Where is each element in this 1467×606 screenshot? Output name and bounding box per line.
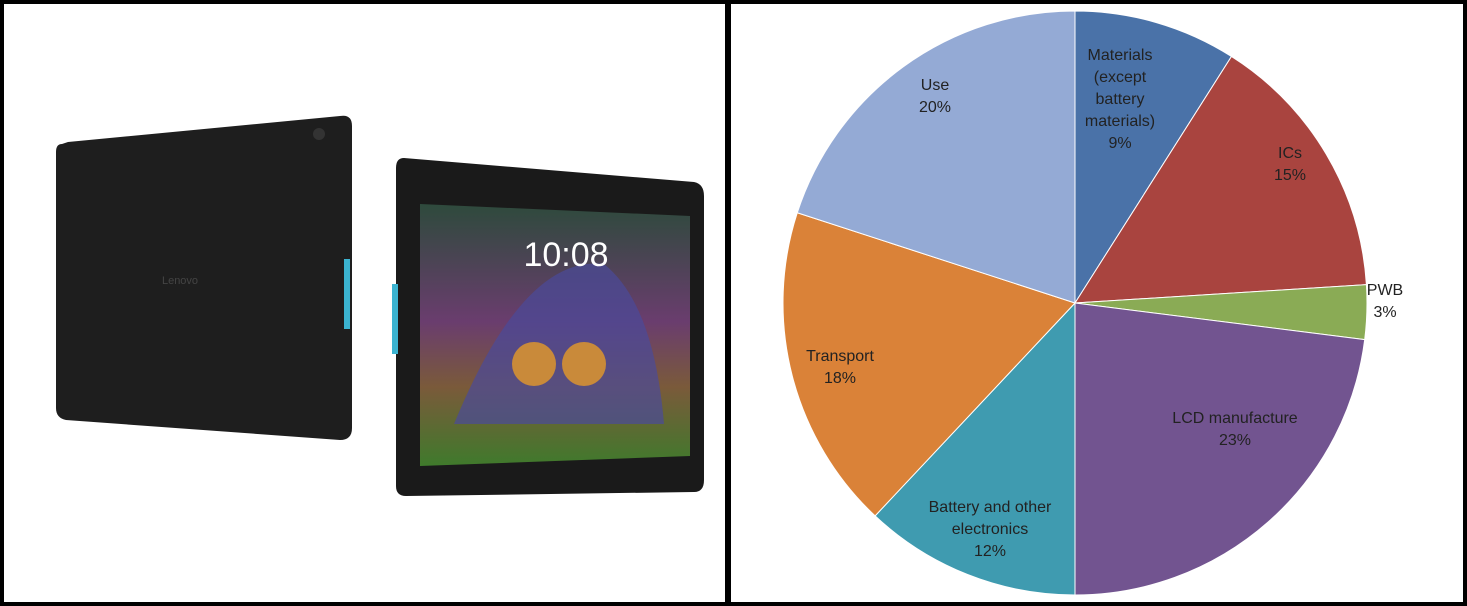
pie-slice	[1074, 55, 1367, 304]
category-label: LCD manufacture	[1172, 410, 1298, 427]
category-label: PWB	[1366, 282, 1404, 299]
value-label: 18%	[823, 370, 857, 387]
side-accent	[344, 259, 350, 329]
pie-slice	[874, 301, 1076, 596]
pie-slice	[782, 212, 1076, 517]
chart-panel: Materials (except battery materials) 9% IC…	[731, 4, 1463, 602]
tablet-back	[56, 115, 352, 440]
category-label: Transport	[806, 348, 874, 365]
photo-panel: Lenovo 10:08	[4, 4, 725, 602]
category-label: Materials (except battery materials)	[1084, 47, 1156, 130]
toy	[562, 342, 606, 386]
value-label: 20%	[918, 99, 952, 116]
value-label: 3%	[1373, 304, 1397, 321]
tent	[454, 263, 664, 424]
value-label: 15%	[1273, 167, 1307, 184]
slice-label: PWB 3%	[1355, 280, 1415, 324]
category-label: Use	[920, 77, 950, 94]
slice-label: Use 20%	[905, 75, 965, 119]
slice-label: Materials (except battery materials) 9%	[1070, 45, 1170, 155]
slice-label: LCD manufacture 23%	[1135, 408, 1335, 452]
pie-slice	[1074, 302, 1366, 596]
camera	[313, 128, 325, 140]
tablet-photo: Lenovo 10:08	[56, 115, 704, 496]
pie-chart	[782, 10, 1368, 596]
value-label: 23%	[1218, 432, 1252, 449]
pie-slice	[796, 10, 1076, 304]
category-label: Battery and other electronics	[928, 499, 1052, 538]
toy	[512, 342, 556, 386]
category-label: ICs	[1278, 145, 1302, 162]
value-label: 12%	[973, 543, 1007, 560]
side-accent	[392, 284, 398, 354]
value-label: 9%	[1108, 135, 1132, 152]
slice-label: ICs 15%	[1260, 143, 1320, 187]
brand-text: Lenovo	[162, 275, 198, 287]
pie-slice	[1074, 10, 1233, 305]
clock-text: 10:08	[523, 236, 608, 274]
slice-label: Transport 18%	[790, 346, 890, 390]
slice-label: Battery and other electronics 12%	[915, 497, 1065, 563]
